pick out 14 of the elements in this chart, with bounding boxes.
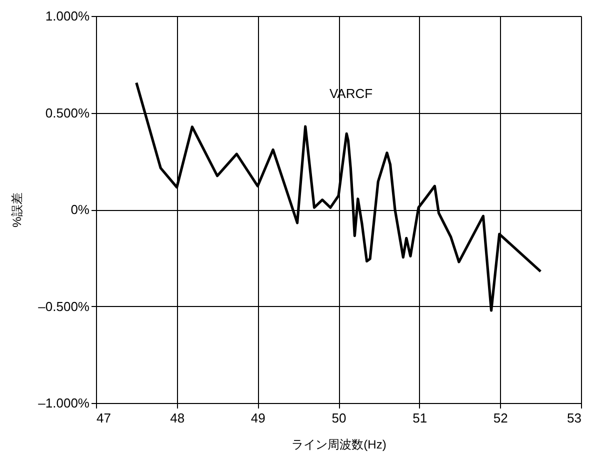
x-tick-label: 47 [96,410,111,426]
y-tick-label: –1.000% [38,396,90,410]
y-tick-label: 0% [70,202,90,217]
y-axis-title: %誤差 [10,192,24,228]
y-tick-label: 1.000% [45,8,90,24]
x-tick-label: 48 [170,410,185,426]
x-tick-label: 53 [567,410,582,426]
y-tick-label: –0.500% [38,298,90,314]
x-axis-title: ライン周波数(Hz) [292,438,386,452]
x-tick-label: 51 [412,410,428,426]
x-tick-label: 50 [332,410,346,426]
x-tick-label: 49 [250,410,266,426]
y-tick-label: 0.500% [45,105,90,120]
x-tick-label: 52 [493,410,508,426]
